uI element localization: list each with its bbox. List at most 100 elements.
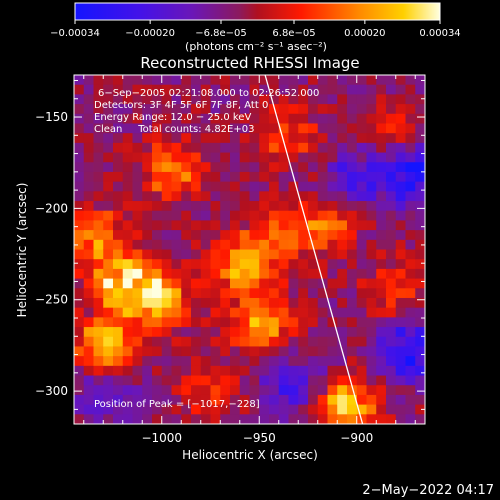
heatmap-cell [103, 152, 114, 163]
heatmap-cell [366, 201, 377, 212]
heatmap-cell [298, 259, 309, 270]
heatmap-cell [259, 104, 270, 115]
heatmap-cell [356, 297, 368, 309]
heatmap-cell [366, 181, 377, 192]
heatmap-cell [161, 288, 173, 299]
heatmap-cell [181, 356, 192, 367]
heatmap-cell [405, 346, 416, 357]
heatmap-cell [415, 346, 425, 357]
heatmap-cell [142, 336, 153, 348]
heatmap-cell [103, 278, 114, 289]
heatmap-cell [337, 210, 348, 222]
heatmap-cell [230, 75, 241, 86]
heatmap-cell [200, 104, 212, 115]
heatmap-cell [152, 210, 163, 222]
heatmap-cell [259, 278, 270, 289]
heatmap-cell [152, 133, 163, 144]
heatmap-cell [210, 278, 221, 289]
heatmap-cell [405, 171, 416, 183]
heatmap-cell [152, 356, 163, 367]
heatmap-cell [347, 191, 358, 202]
heatmap-cell [356, 414, 368, 424]
heatmap-cell [200, 394, 212, 406]
heatmap-cell [142, 104, 153, 115]
heatmap-cell [171, 201, 182, 212]
heatmap-cell [83, 268, 95, 280]
heatmap-cell [161, 394, 173, 406]
heatmap-cell [386, 414, 397, 424]
heatmap-cell [337, 94, 348, 105]
heatmap-cell [288, 123, 299, 134]
heatmap-cell [239, 327, 251, 338]
heatmap-cell [376, 385, 387, 396]
heatmap-cell [405, 317, 416, 328]
heatmap-cell [171, 327, 182, 338]
heatmap-cell [347, 181, 358, 192]
heatmap-cell [298, 210, 309, 222]
heatmap-cell [308, 249, 319, 260]
heatmap-cell [239, 171, 251, 183]
heatmap-cell [191, 394, 202, 406]
heatmap-cell [308, 346, 319, 357]
heatmap-cell [366, 133, 377, 144]
heatmap-cell [230, 365, 241, 377]
heatmap-cell [308, 220, 319, 231]
heatmap-cell [278, 152, 290, 163]
heatmap-cell [103, 191, 114, 202]
heatmap-cell [220, 327, 231, 338]
heatmap-cell [210, 385, 221, 396]
heatmap-cell [74, 210, 85, 222]
heatmap-cell [249, 394, 260, 406]
heatmap-cell [347, 317, 358, 328]
heatmap-cell [317, 181, 329, 192]
heatmap-cell [210, 181, 221, 192]
heatmap-cell [132, 94, 143, 105]
heatmap-cell [308, 327, 319, 338]
heatmap-cell [122, 365, 134, 377]
heatmap-cell [83, 278, 95, 289]
heatmap-cell [113, 191, 124, 202]
heatmap-cell [288, 142, 299, 154]
heatmap-cell [327, 142, 338, 154]
heatmap-cell [83, 288, 95, 299]
heatmap-cell [308, 152, 319, 163]
heatmap-cell [210, 356, 221, 367]
heatmap-cell [152, 191, 163, 202]
heatmap-cell [366, 84, 377, 95]
heatmap-cell [132, 142, 143, 154]
heatmap-cell [181, 259, 192, 270]
heatmap-cell [327, 288, 338, 299]
heatmap-cell [327, 278, 338, 289]
heatmap-cell [298, 113, 309, 125]
heatmap-cell [161, 356, 173, 367]
heatmap-cell [239, 142, 251, 154]
heatmap-cell [298, 268, 309, 280]
heatmap-cell [74, 220, 85, 231]
heatmap-cell [103, 94, 114, 105]
heatmap-cell [337, 133, 348, 144]
heatmap-cell [74, 191, 85, 202]
heatmap-cell [405, 201, 416, 212]
heatmap-cell [337, 259, 348, 270]
heatmap-cell [122, 94, 134, 105]
heatmap-cell [103, 220, 114, 231]
heatmap-cell [298, 94, 309, 105]
heatmap-cell [152, 394, 163, 406]
heatmap-cell [395, 123, 407, 134]
heatmap-cell [152, 278, 163, 289]
heatmap-cell [395, 210, 407, 222]
heatmap-cell [259, 94, 270, 105]
heatmap-cell [132, 220, 143, 231]
heatmap-cell [220, 113, 231, 125]
heatmap-cell [142, 414, 153, 424]
colorbar-tick-label: 0.00034 [419, 28, 460, 39]
heatmap-cell [152, 181, 163, 192]
heatmap-cell [74, 307, 85, 318]
heatmap-cell [347, 162, 358, 173]
heatmap-cell [376, 181, 387, 192]
heatmap-cell [298, 278, 309, 289]
heatmap-cell [356, 385, 368, 396]
heatmap-cell [376, 239, 387, 251]
heatmap-cell [337, 230, 348, 241]
heatmap-cell [386, 346, 397, 357]
